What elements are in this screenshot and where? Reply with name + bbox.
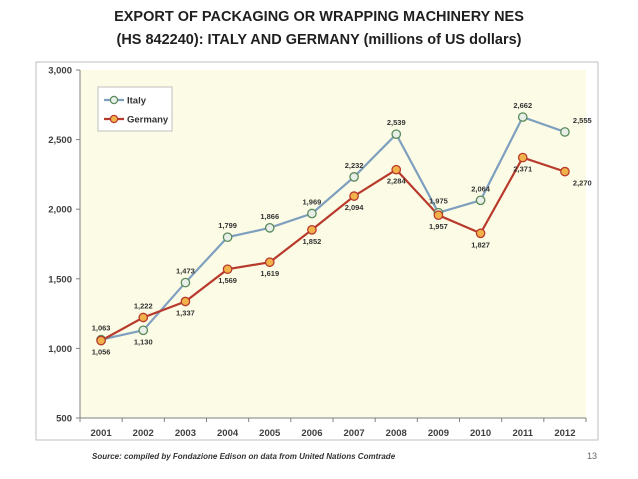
chart-title-line-1: EXPORT OF PACKAGING OR WRAPPING MACHINER… [114, 9, 524, 25]
data-label-italy: 1,799 [218, 221, 237, 230]
y-tick-label: 3,000 [48, 66, 72, 77]
data-point-germany [138, 312, 149, 323]
data-label-germany: 1,619 [260, 269, 279, 278]
x-tick-label: 2010 [470, 428, 491, 439]
data-label-italy: 2,064 [471, 184, 491, 193]
data-label-germany: 1,852 [303, 237, 322, 246]
x-tick-label: 2003 [175, 428, 196, 439]
y-tick-label: 1,000 [48, 344, 72, 355]
data-point-italy [222, 232, 233, 243]
data-point-italy [391, 129, 402, 140]
data-point-italy [475, 195, 486, 206]
data-label-germany: 1,337 [176, 308, 195, 317]
x-tick-label: 2005 [259, 428, 281, 439]
data-point-germany [475, 228, 486, 239]
y-tick-label: 1,500 [48, 274, 72, 285]
data-label-italy: 2,539 [387, 118, 406, 127]
y-tick-label: 500 [56, 414, 72, 425]
data-point-germany [560, 166, 570, 177]
data-point-italy [180, 277, 191, 288]
legend-box [97, 86, 173, 132]
data-point-italy [138, 325, 149, 336]
data-label-germany: 1,569 [218, 276, 237, 285]
x-tick-label: 2004 [217, 428, 239, 439]
data-point-germany [180, 296, 191, 307]
data-label-italy: 1,063 [92, 324, 111, 333]
data-point-italy [264, 223, 275, 233]
data-label-germany: 1,827 [471, 240, 490, 249]
data-label-italy: 2,662 [513, 101, 532, 110]
x-tick-label: 2008 [386, 428, 407, 439]
data-point-germany [517, 152, 528, 163]
page-number: 13 [587, 451, 598, 461]
chart-title-line-2: (HS 842240): ITALY AND GERMANY (millions… [116, 32, 522, 48]
x-tick-label: 2007 [344, 428, 365, 439]
data-point-italy [517, 112, 528, 122]
data-point-germany [433, 210, 444, 221]
data-label-germany: 2,270 [573, 179, 592, 188]
data-point-germany [96, 335, 106, 346]
data-point-germany [391, 164, 402, 175]
source-note: Source: compiled by Fondazione Edison on… [92, 452, 396, 461]
data-label-italy: 2,232 [345, 161, 364, 170]
legend-marker [109, 95, 119, 105]
data-label-germany: 1,222 [134, 301, 153, 310]
x-tick-label: 2006 [301, 428, 322, 439]
legend-label-germany: Germany [127, 115, 169, 126]
data-point-italy [560, 127, 570, 137]
legend-label-italy: Italy [127, 96, 147, 107]
y-tick-label: 2,500 [48, 135, 72, 146]
x-tick-label: 2012 [554, 428, 575, 439]
data-label-italy: 2,555 [573, 116, 592, 125]
data-label-italy: 1,975 [429, 197, 448, 206]
data-label-germany: 2,284 [387, 177, 407, 186]
data-label-germany: 2,094 [345, 203, 365, 212]
data-label-italy: 1,130 [134, 337, 153, 346]
data-point-italy [307, 208, 317, 219]
data-label-italy: 1,473 [176, 267, 195, 276]
data-label-germany: 1,957 [429, 222, 448, 231]
data-point-italy [349, 172, 359, 182]
data-point-germany [349, 191, 359, 201]
data-point-germany [307, 224, 317, 235]
data-point-germany [222, 264, 233, 275]
x-tick-label: 2011 [512, 428, 533, 439]
y-tick-label: 2,000 [48, 205, 72, 216]
data-label-italy: 1,866 [260, 212, 279, 221]
x-tick-label: 2009 [428, 428, 449, 439]
series-line-italy [100, 115, 566, 341]
series-line-germany [100, 156, 566, 342]
data-label-germany: 1,056 [92, 348, 111, 357]
x-tick-label: 2002 [133, 428, 154, 439]
x-tick-label: 2001 [91, 428, 113, 439]
data-label-germany: 2,371 [513, 165, 532, 174]
legend-marker [109, 114, 119, 124]
data-point-germany [264, 257, 275, 268]
data-label-italy: 1,969 [303, 198, 322, 207]
